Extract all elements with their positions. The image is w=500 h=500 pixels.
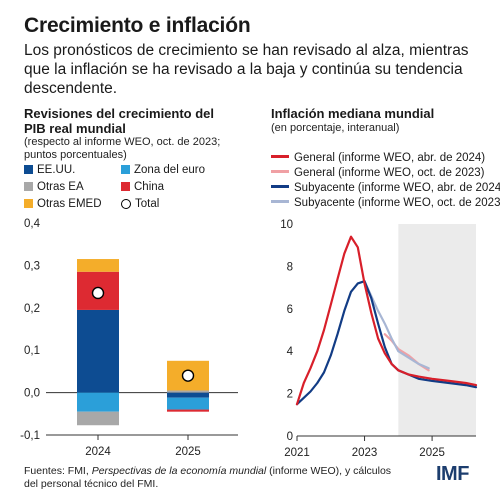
total-dot [91,286,105,300]
y-tick-label: 4 [287,346,294,358]
x-tick-label: 2025 [175,446,201,458]
legend-item-general-oct2023: General (informe WEO, oct. de 2023) [271,166,484,180]
legend-label: General (informe WEO, oct. de 2023) [294,167,485,179]
x-tick-label: 2023 [352,447,378,459]
legend-label: General (informe WEO, abr. de 2024) [294,152,486,164]
legend-line [271,200,289,203]
y-tick-label: -0,1 [20,430,40,442]
legend-label: Otras EMED [37,198,102,210]
legend-item-china: China [121,180,164,194]
legend-line [271,155,289,158]
x-tick-label: 2024 [85,446,111,458]
source-italic: Perspectivas de la economía mundial [91,465,267,477]
bar-segment [77,259,119,272]
legend-item-subyacente-oct2023: Subyacente (informe WEO, oct. de 2023) [271,196,500,210]
legend-swatch [121,165,130,174]
source-note: Fuentes: FMI, Perspectivas de la economí… [24,465,404,491]
legend-item-eeuu: EE.UU. [24,163,75,177]
right-chart-subtitle: (en porcentaje, interanual) [271,122,400,134]
legend-item-zona-euro: Zona del euro [121,163,205,177]
legend-swatch [24,182,33,191]
page-title: Crecimiento e inflación [24,14,251,37]
x-tick-label: 2025 [419,447,445,459]
x-tick-label: 2021 [284,447,310,459]
legend-item-total: Total [121,197,159,211]
y-tick-label: 2 [287,389,293,401]
page-subtitle: Los pronósticos de crecimiento se han re… [24,42,469,97]
right-chart-title: Inflación mediana mundial [271,106,435,121]
legend-label: Subyacente (informe WEO, abr. de 2024) [294,182,500,194]
legend-item-otras-ea: Otras EA [24,180,84,194]
bar-segment [167,390,209,393]
bar-segment [77,411,119,426]
y-tick-label: 10 [280,219,293,231]
legend-label: Zona del euro [134,164,205,176]
legend-label: EE.UU. [37,164,76,176]
legend-line [271,185,289,188]
legend-swatch [121,182,130,191]
series-line [363,280,430,370]
legend-swatch [24,199,33,208]
source-prefix: Fuentes: FMI, [24,465,92,477]
total-dot [181,369,195,382]
y-tick-label: 0,2 [24,303,40,315]
legend-label: China [134,181,165,193]
legend-dot [121,199,131,209]
legend-swatch [24,165,33,174]
y-tick-label: 0 [287,431,293,443]
bar-segment [167,409,209,412]
legend-label: Subyacente (informe WEO, oct. de 2023) [294,197,500,209]
bar-segment [77,392,119,412]
legend-item-general-abr2024: General (informe WEO, abr. de 2024) [271,151,485,165]
y-tick-label: 0,1 [24,345,40,357]
series-line [295,280,478,406]
legend-label: Total [135,198,160,210]
y-tick-label: 0,4 [24,218,41,230]
legend-line [271,170,289,173]
y-tick-label: 6 [287,304,293,316]
source-suffix: (informe WEO), y cálculos del personal t… [24,465,392,490]
bar-segment [167,392,209,398]
forecast-shade [398,224,476,436]
left-chart-title: Revisiones del crecimiento del PIB real … [24,106,215,136]
series-line [295,235,478,406]
left-chart-subtitle: (respecto al informe WEO, oct. de 2023; … [24,136,221,161]
y-tick-label: 0,0 [24,388,40,400]
legend-item-otras-emed: Otras EMED [24,197,102,211]
y-tick-label: 8 [287,261,293,273]
bar-segment [167,397,209,410]
imf-logo: IMF [436,463,469,485]
legend-item-subyacente-abr2024: Subyacente (informe WEO, abr. de 2024) [271,181,500,195]
legend-label: Otras EA [37,181,84,193]
bar-segment [77,309,119,393]
y-tick-label: 0,3 [24,260,40,272]
